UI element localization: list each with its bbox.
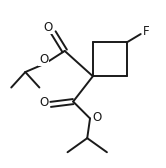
Text: O: O	[43, 20, 52, 34]
Text: O: O	[39, 96, 48, 110]
Text: F: F	[143, 25, 150, 38]
Text: O: O	[92, 111, 102, 123]
Text: O: O	[39, 53, 48, 66]
